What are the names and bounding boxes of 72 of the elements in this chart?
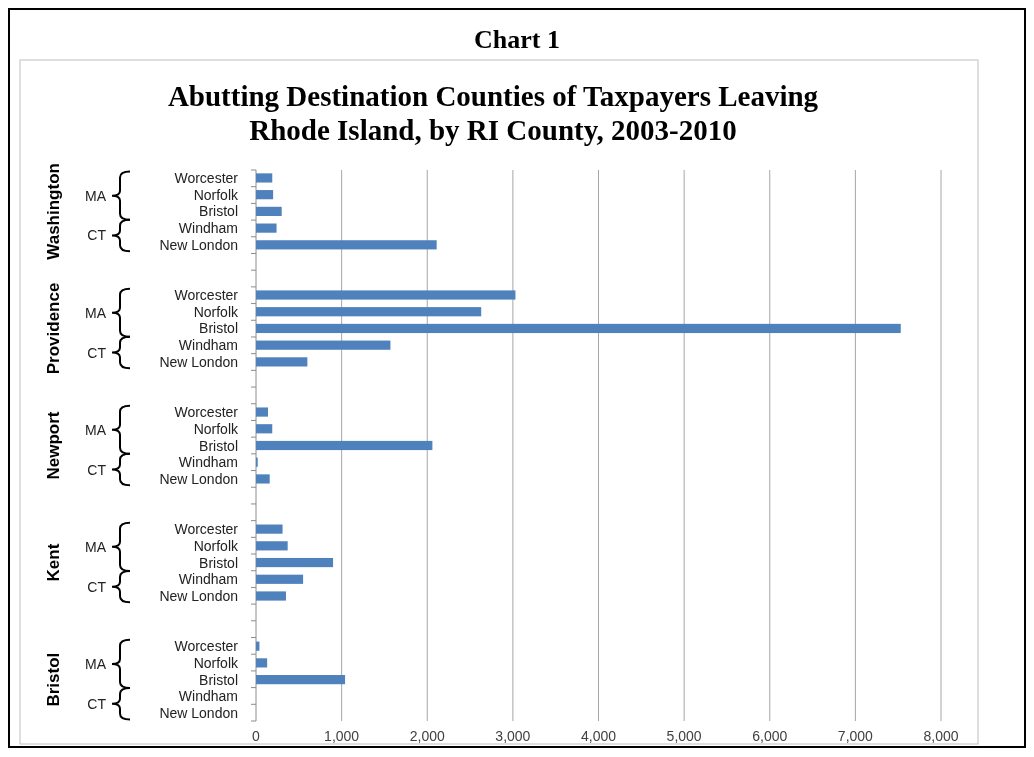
y-tick-label: Worcester (174, 404, 239, 421)
y-tick-label: Windham (178, 337, 238, 354)
y-tick-label: Worcester (174, 521, 239, 538)
bar (256, 541, 288, 551)
y-tick-label: Norfolk (193, 537, 239, 554)
y-tick-label: New London (159, 588, 238, 604)
text: CT (87, 461, 106, 478)
bar (256, 323, 901, 334)
y-tick-label: Windham (178, 220, 238, 237)
text: MA (85, 187, 107, 204)
y-tick-label: Worcester (174, 287, 239, 303)
bar (256, 307, 482, 317)
x-tick-label: 0 (252, 728, 261, 744)
y-tick-label: New London (159, 470, 238, 487)
x-tick-label: 6,000 (752, 728, 788, 744)
bar (256, 240, 437, 250)
bar (256, 206, 282, 216)
bar (256, 675, 346, 685)
y-tick-label: New London (159, 236, 238, 253)
y-tick-label: Windham (178, 571, 238, 588)
bar (256, 574, 304, 584)
y-tick-label: Norfolk (193, 654, 239, 671)
y-tick-label: Norfolk (193, 303, 239, 320)
x-tick-label: 4,000 (580, 728, 617, 744)
text: Providence (44, 282, 63, 375)
x-tick-label: 1,000 (324, 728, 360, 744)
y-tick-label: Bristol (199, 671, 238, 688)
bar (256, 223, 277, 233)
y-tick-label: Norfolk (193, 420, 239, 437)
bar (256, 524, 283, 534)
x-tick-label: 3,000 (495, 728, 531, 744)
text: CT (87, 227, 107, 244)
text: MA (85, 538, 106, 555)
y-tick-label: Worcester (174, 638, 239, 655)
y-tick-label: Bristol (199, 437, 238, 454)
x-tick-label: 2,000 (409, 728, 445, 744)
y-tick-label: Norfolk (193, 186, 239, 203)
bar (256, 357, 308, 367)
y-tick-label: New London (159, 705, 238, 722)
text: CT (87, 695, 106, 712)
y-tick-label: Bristol (199, 203, 238, 220)
caption: Chart 1 (474, 25, 560, 54)
y-tick-label: New London (159, 353, 238, 370)
chart-title: Abutting Destination Counties of Taxpayers Leaving Rhode Island, by RI County, 2003-2010 (167, 80, 819, 146)
text: Washington (44, 163, 63, 260)
bar (256, 440, 433, 451)
y-tick-label: Bristol (199, 554, 238, 571)
y-tick-label: Worcester (174, 169, 239, 186)
x-tick-label: 5,000 (666, 728, 702, 744)
bar (256, 407, 268, 417)
text: Newport (44, 411, 63, 480)
bar (256, 290, 516, 300)
text: MA (85, 304, 106, 321)
x-tick-label: 8,000 (923, 728, 959, 744)
text: Kent (44, 543, 63, 582)
bar (256, 424, 273, 434)
text: MA (85, 421, 106, 438)
bar (256, 557, 334, 568)
y-tick-label: Windham (178, 454, 238, 471)
bar (256, 340, 391, 350)
y-tick-label: Bristol (199, 320, 238, 337)
bar (256, 474, 270, 484)
text: Bristol (44, 652, 63, 707)
y-tick-label: Windham (178, 688, 238, 705)
bar (256, 591, 286, 601)
text: CT (87, 578, 106, 595)
text: CT (87, 344, 106, 361)
bar (256, 658, 268, 668)
bar (256, 190, 274, 200)
bar (256, 173, 273, 183)
x-tick-label: 7,000 (837, 728, 874, 744)
text: MA (85, 655, 106, 672)
